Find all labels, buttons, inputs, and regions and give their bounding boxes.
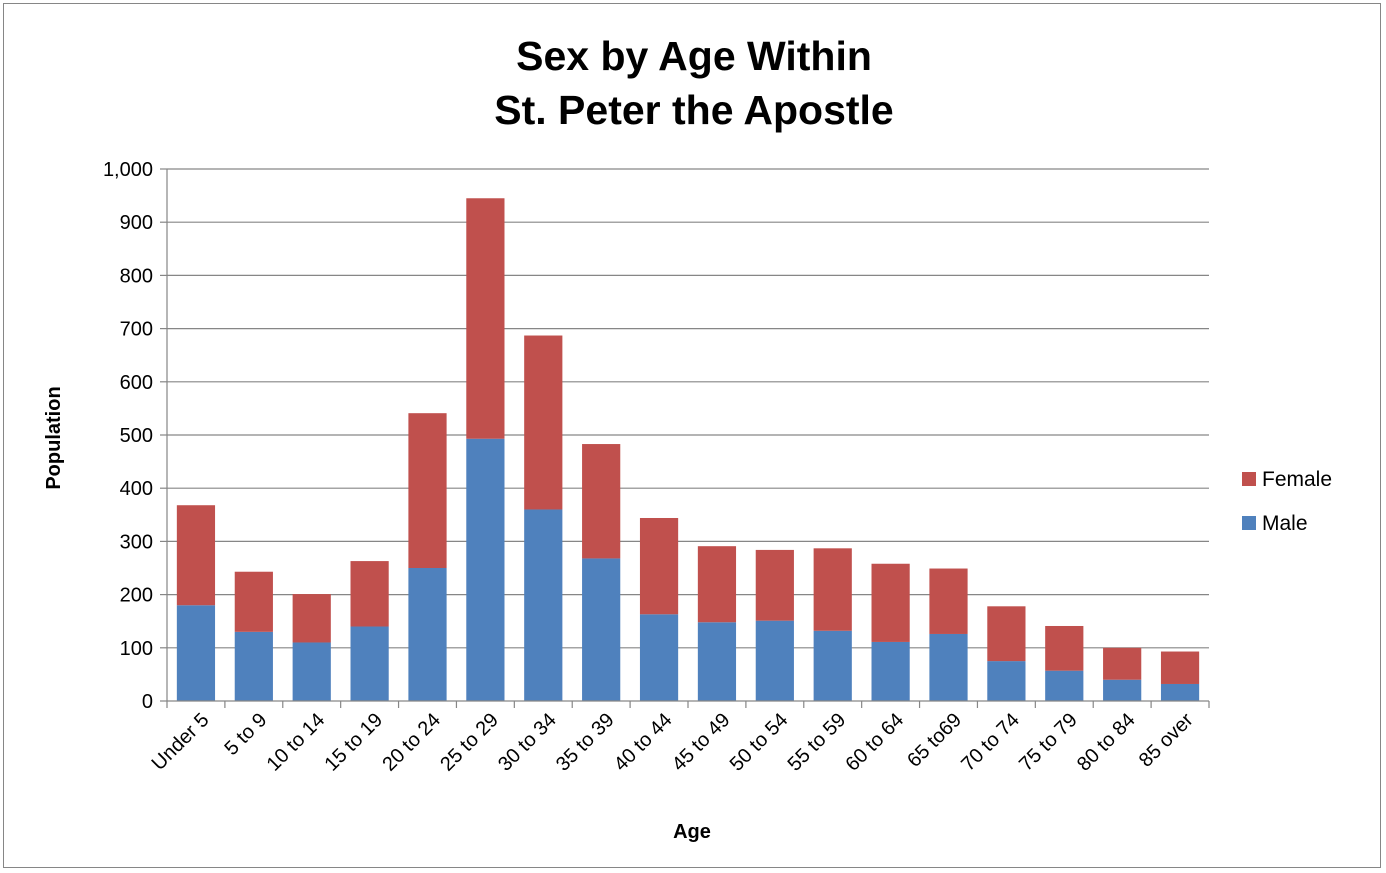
- bar-male: [350, 626, 389, 701]
- y-tick-label: 1,000: [103, 159, 153, 181]
- x-axis-title: Age: [673, 821, 711, 843]
- x-tick-label: 45 to 49: [668, 709, 735, 776]
- x-tick-label: 10 to 14: [263, 709, 330, 776]
- y-tick-label: 300: [120, 531, 153, 553]
- x-tick-label: 5 to 9: [220, 709, 271, 760]
- bar-male: [871, 641, 910, 701]
- x-tick-label: 70 to 74: [957, 709, 1024, 776]
- x-tick-label: 15 to 19: [320, 709, 387, 776]
- bar-male: [813, 630, 852, 701]
- y-tick-label: 700: [120, 319, 153, 341]
- legend-swatch-male: [1242, 516, 1256, 530]
- x-tick-label: 50 to 54: [726, 709, 793, 776]
- bar-female: [1045, 625, 1084, 671]
- bar-female: [176, 505, 216, 606]
- bar-male: [292, 642, 331, 701]
- bar-male: [1160, 683, 1200, 701]
- x-tick-label: 65 to69: [903, 709, 966, 772]
- x-tick-label: 35 to 39: [552, 709, 619, 776]
- bar-male: [408, 568, 447, 701]
- y-tick-label: 600: [120, 372, 153, 394]
- x-tick-label: 55 to 59: [784, 709, 851, 776]
- y-tick-label: 100: [120, 638, 153, 660]
- bar-female: [408, 413, 447, 568]
- x-tick-label: 85 over: [1135, 709, 1198, 772]
- chart-frame: Sex by Age Within St. Peter the Apostle …: [3, 3, 1381, 868]
- bar-male: [234, 631, 273, 701]
- legend-label-female: Female: [1262, 468, 1332, 491]
- x-tick-label: 80 to 84: [1073, 709, 1140, 776]
- x-tick-label: 40 to 44: [610, 709, 677, 776]
- bar-female: [639, 517, 679, 615]
- legend-swatch-female: [1242, 472, 1256, 486]
- bar-female: [466, 198, 505, 439]
- y-tick-label: 400: [120, 478, 153, 500]
- bar-female: [524, 335, 563, 510]
- bar-female: [1103, 647, 1142, 680]
- bar-female: [755, 549, 794, 621]
- bar-male: [697, 622, 737, 701]
- bars: [176, 198, 1200, 701]
- y-axis-title: Population: [43, 386, 65, 489]
- bar-female: [234, 571, 273, 632]
- y-tick-label: 900: [120, 212, 153, 234]
- bar-female: [292, 594, 331, 643]
- bar-male: [582, 558, 621, 701]
- bar-male: [466, 438, 505, 701]
- x-tick-label: 75 to 79: [1015, 709, 1082, 776]
- bar-male: [929, 633, 968, 701]
- stacked-bar-chart: Sex by Age Within St. Peter the Apostle …: [43, 33, 1332, 843]
- y-tick-label: 500: [120, 425, 153, 447]
- x-tick-label: 30 to 34: [494, 709, 561, 776]
- y-tick-label: 200: [120, 585, 153, 607]
- y-tick-label: 800: [120, 265, 153, 287]
- bar-female: [1160, 651, 1200, 684]
- bar-male: [176, 605, 216, 701]
- bar-male: [1045, 670, 1084, 701]
- x-tick-label: 25 to 29: [436, 709, 503, 776]
- bar-female: [350, 561, 389, 627]
- x-tick-label: 20 to 24: [378, 709, 445, 776]
- bar-female: [871, 563, 910, 642]
- bar-female: [813, 548, 852, 631]
- x-tick-label: 60 to 64: [841, 709, 908, 776]
- y-tick-label: 0: [142, 691, 153, 713]
- chart-title-line-2: St. Peter the Apostle: [494, 87, 893, 133]
- legend-label-male: Male: [1262, 512, 1308, 535]
- axes: [160, 168, 1210, 708]
- bar-female: [582, 444, 621, 559]
- chart-title-line-1: Sex by Age Within: [516, 33, 872, 79]
- bar-female: [929, 568, 968, 634]
- bar-male: [1103, 679, 1142, 701]
- gridlines: [167, 168, 1209, 649]
- bar-male: [755, 620, 794, 701]
- bar-female: [697, 546, 737, 623]
- x-tick-label: Under 5: [148, 709, 214, 775]
- bar-female: [987, 606, 1026, 662]
- bar-male: [987, 661, 1026, 701]
- legend: Female Male: [1242, 468, 1332, 535]
- bar-male: [639, 614, 679, 701]
- bar-male: [524, 509, 563, 701]
